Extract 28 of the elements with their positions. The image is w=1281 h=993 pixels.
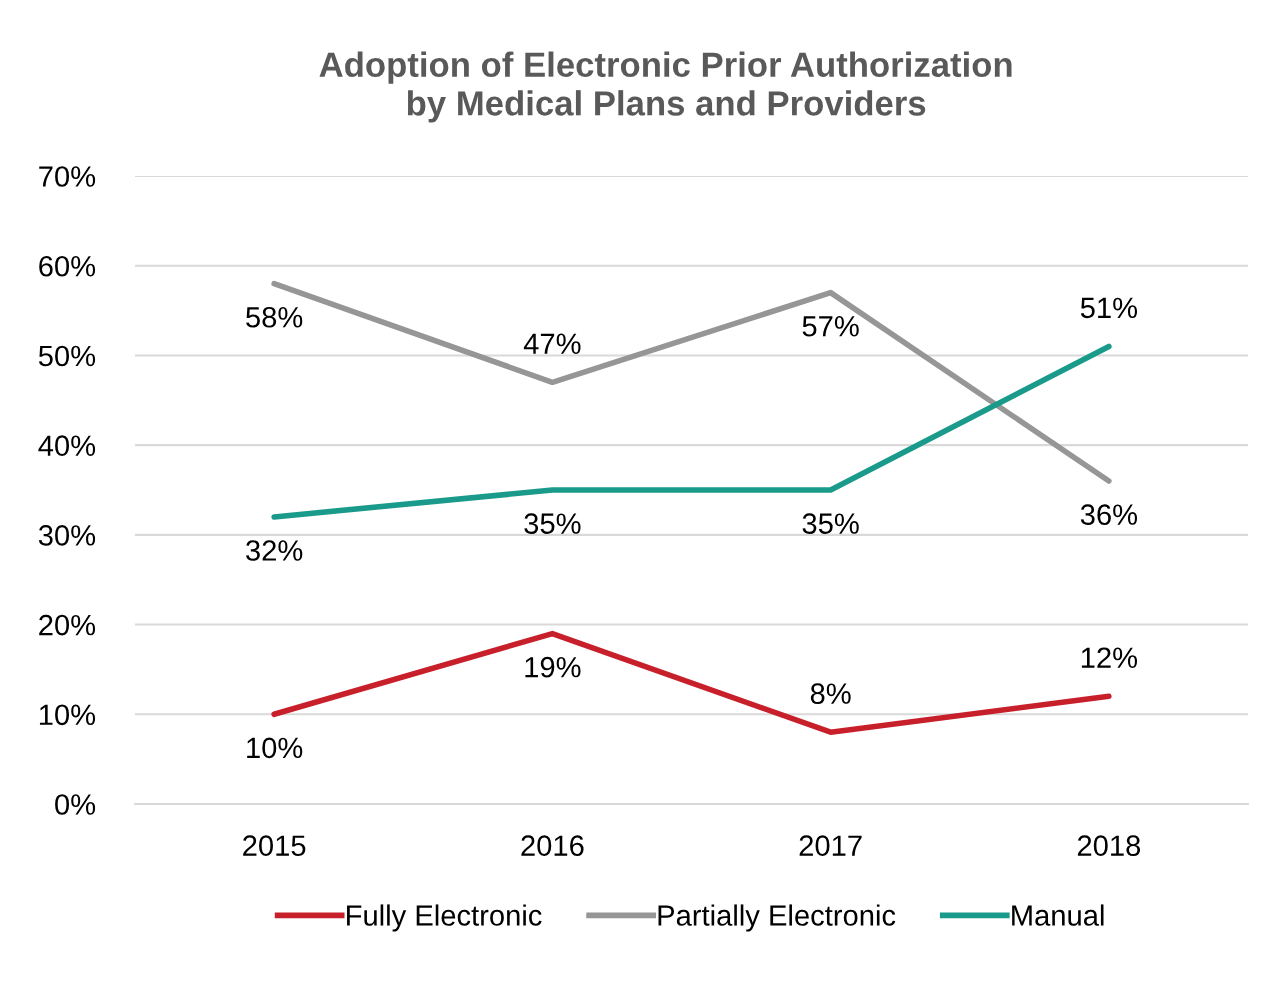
y-tick-label: 30%	[38, 525, 96, 546]
legend-label: Fully Electronic	[347, 904, 542, 932]
x-tick-label: 2018	[1077, 835, 1141, 856]
y-tick-label: 0%	[55, 794, 96, 815]
data-label: 57%	[802, 316, 859, 337]
y-tick-label: 20%	[39, 614, 96, 636]
y-tick-label: 70%	[39, 166, 96, 187]
data-label: 32%	[246, 540, 303, 561]
data-label: 36%	[1080, 504, 1138, 525]
data-label: 35%	[802, 513, 859, 534]
y-tick-label: 40%	[38, 435, 96, 456]
x-tick-label: 2015	[243, 835, 306, 856]
y-tick-label: 50%	[38, 345, 96, 367]
x-tick-label: 2017	[799, 835, 862, 856]
data-label: 35%	[524, 513, 581, 534]
data-label: 19%	[525, 656, 581, 678]
data-label: 12%	[1081, 647, 1138, 668]
data-label: 51%	[1080, 297, 1138, 319]
x-tick-label: 2016	[521, 835, 584, 856]
legend-label: Manual	[1012, 904, 1104, 926]
data-label: 10%	[247, 737, 303, 759]
y-tick-label: 10%	[39, 704, 96, 726]
data-label: 47%	[523, 333, 581, 354]
chart-title: Adoption of Electronic Prior Authorization by Medical Plans and Providers	[319, 51, 1012, 123]
data-label: 8%	[810, 683, 851, 704]
legend-label: Partially Electronic	[658, 904, 896, 932]
y-tick-label: 60%	[39, 255, 96, 277]
data-label: 58%	[246, 306, 303, 328]
